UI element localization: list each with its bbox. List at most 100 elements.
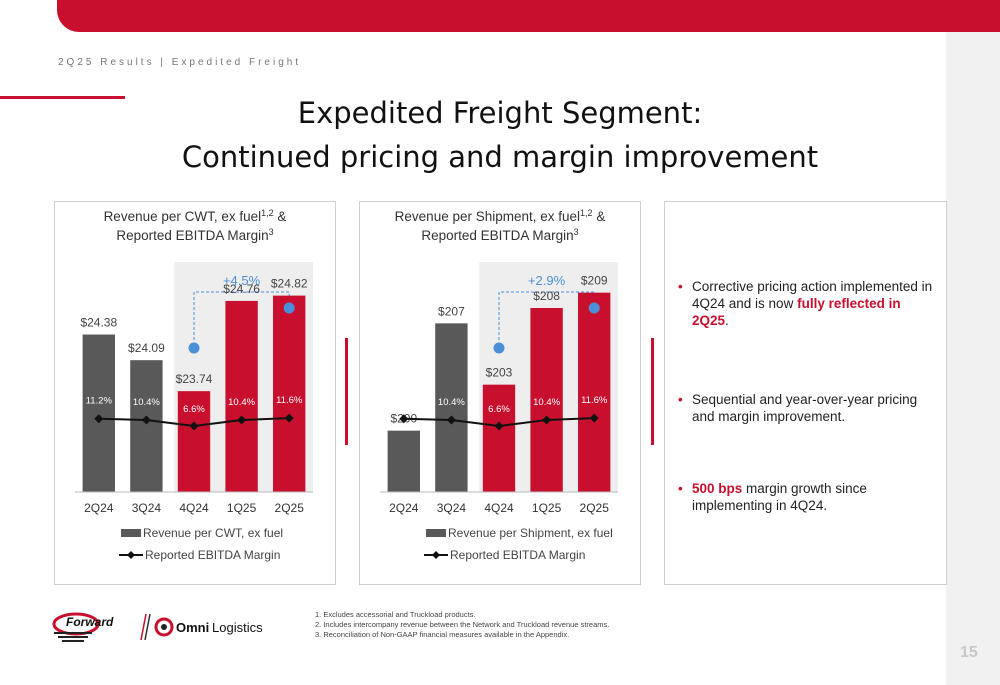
panel-accent-1 (345, 338, 348, 445)
chart-title-superscript: 1,2 (261, 208, 274, 218)
x-tick-label: 4Q24 (179, 501, 209, 515)
end-marker (588, 302, 600, 314)
bullet-item: • Sequential and year-over-year pricing a… (678, 391, 940, 425)
margin-value-label: 11.2% (86, 396, 113, 407)
bar (435, 323, 468, 492)
breadcrumb: 2Q25 Results | Expedited Freight (58, 57, 302, 68)
bar-value-label: $24.76 (223, 282, 260, 296)
margin-value-label: 10.4% (133, 397, 160, 408)
chart-cwt: Revenue per CWT, ex fuel1,2 &Reported EB… (75, 208, 313, 562)
x-tick-label: 1Q25 (227, 501, 257, 515)
bar (177, 391, 211, 492)
bullets-panel (664, 201, 947, 585)
bar (82, 334, 115, 492)
margin-point (542, 415, 552, 425)
chart-title-tail: & (593, 209, 606, 224)
bar-value-label: $23.74 (176, 372, 213, 386)
margin-point (494, 421, 504, 431)
legend-marker (432, 551, 440, 559)
bullet-dot: • (678, 481, 683, 496)
margin-value-label: 10.4% (438, 397, 465, 408)
footnote: 3. Reconciliation of Non-GAAP financial … (315, 630, 570, 639)
margin-point (399, 414, 409, 424)
margin-value-label: 11.6% (581, 395, 608, 406)
start-marker (188, 342, 200, 354)
page-number: 15 (960, 644, 978, 661)
margin-point (94, 414, 104, 424)
legend-label: Revenue per CWT, ex fuel (143, 526, 283, 540)
bar (130, 360, 163, 492)
bar-value-label: $24.38 (80, 316, 117, 330)
end-marker (283, 302, 295, 314)
bar-value-label: $207 (438, 304, 465, 318)
bullet-highlight: fully reflected in 2Q25 (692, 296, 901, 328)
bar (225, 300, 258, 492)
margin-point (589, 413, 599, 423)
margin-point (189, 421, 199, 431)
bullet-highlight: 500 bps (692, 481, 743, 496)
bar-value-label: $203 (486, 366, 513, 380)
x-tick-label: 3Q24 (437, 501, 467, 515)
growth-annotation: +2.9% (528, 273, 566, 288)
start-marker (493, 342, 505, 354)
bar-value-label: $24.09 (128, 341, 165, 355)
chart-title-line2: Reported EBITDA Margin3 (421, 227, 578, 243)
bar-value-label: $209 (581, 274, 608, 288)
legend-label: Reported EBITDA Margin (450, 548, 585, 562)
bullet-list: • Corrective pricing action implemented i… (678, 278, 940, 514)
chart-title-text: Revenue per Shipment, ex fuel (395, 209, 580, 224)
x-tick-label: 2Q25 (580, 501, 610, 515)
forward-logo: Forward (52, 612, 114, 642)
x-tick-label: 3Q24 (132, 501, 162, 515)
x-tick-label: 2Q24 (84, 501, 114, 515)
margin-point (284, 413, 294, 423)
chart-title-superscript: 1,2 (580, 208, 593, 218)
growth-annotation: +4.5% (223, 273, 261, 288)
x-tick-label: 4Q24 (484, 501, 514, 515)
bullet-item: • Corrective pricing action implemented i… (678, 278, 940, 329)
page-title-line1: Expedited Freight Segment: (297, 96, 703, 130)
bar (482, 384, 516, 492)
bullet-text: Sequential and year-over-year pricing an… (692, 392, 918, 424)
bar (530, 308, 563, 492)
panel-accent-2 (651, 338, 654, 445)
x-tick-label: 1Q25 (532, 501, 562, 515)
chart-title-text: Reported EBITDA Margin (421, 228, 573, 243)
top-brand-bar (57, 0, 1000, 32)
chart-title-text: Revenue per CWT, ex fuel (104, 209, 262, 224)
chart-title-superscript: 3 (574, 227, 579, 237)
margin-point (141, 415, 151, 425)
chart-title-tail: & (274, 209, 287, 224)
margin-value-label: 10.4% (533, 397, 560, 408)
legend-swatch-bar (121, 529, 141, 537)
margin-point (237, 415, 247, 425)
omni-logo-text: Omni (176, 620, 209, 635)
bar-value-label: $24.82 (271, 277, 308, 291)
chart-title-line2: Reported EBITDA Margin3 (116, 227, 273, 243)
bullet-dot: • (678, 279, 683, 294)
forward-logo-text: Forward (66, 615, 114, 629)
bullet-text-end: margin growth since implementing in 4Q24… (692, 481, 867, 513)
page-title-line2: Continued pricing and margin improvement (181, 140, 819, 174)
chart-title-line1: Revenue per Shipment, ex fuel1,2 & (395, 208, 606, 224)
footnotes: 1. Excludes accessorial and Truckload pr… (315, 610, 609, 640)
footnote: 2. Includes intercompany revenue between… (315, 620, 610, 629)
margin-value-label: 6.6% (488, 404, 510, 415)
company-logos: Forward Omni Logistics (52, 612, 263, 642)
footnote: 1. Excludes accessorial and Truckload pr… (315, 610, 476, 619)
legend-swatch-bar (426, 529, 446, 537)
chart-title-superscript: 3 (269, 227, 274, 237)
omni-logo: Omni Logistics (154, 617, 263, 637)
legend-label: Reported EBITDA Margin (145, 548, 280, 562)
x-tick-label: 2Q25 (275, 501, 305, 515)
bullet-text: Corrective pricing action implemented in… (692, 279, 933, 311)
bar (387, 430, 420, 492)
chart-panel-cwt: Revenue per CWT, ex fuel1,2 & Reported EB… (54, 201, 336, 585)
x-tick-label: 2Q24 (389, 501, 419, 515)
bullet-text-end: . (725, 313, 729, 328)
bullet-item: • 500 bps margin growth since implementin… (678, 480, 940, 514)
logo-divider (140, 613, 151, 641)
bullet-dot: • (678, 392, 683, 407)
legend-label: Revenue per Shipment, ex fuel (448, 526, 613, 540)
margin-point (446, 415, 456, 425)
